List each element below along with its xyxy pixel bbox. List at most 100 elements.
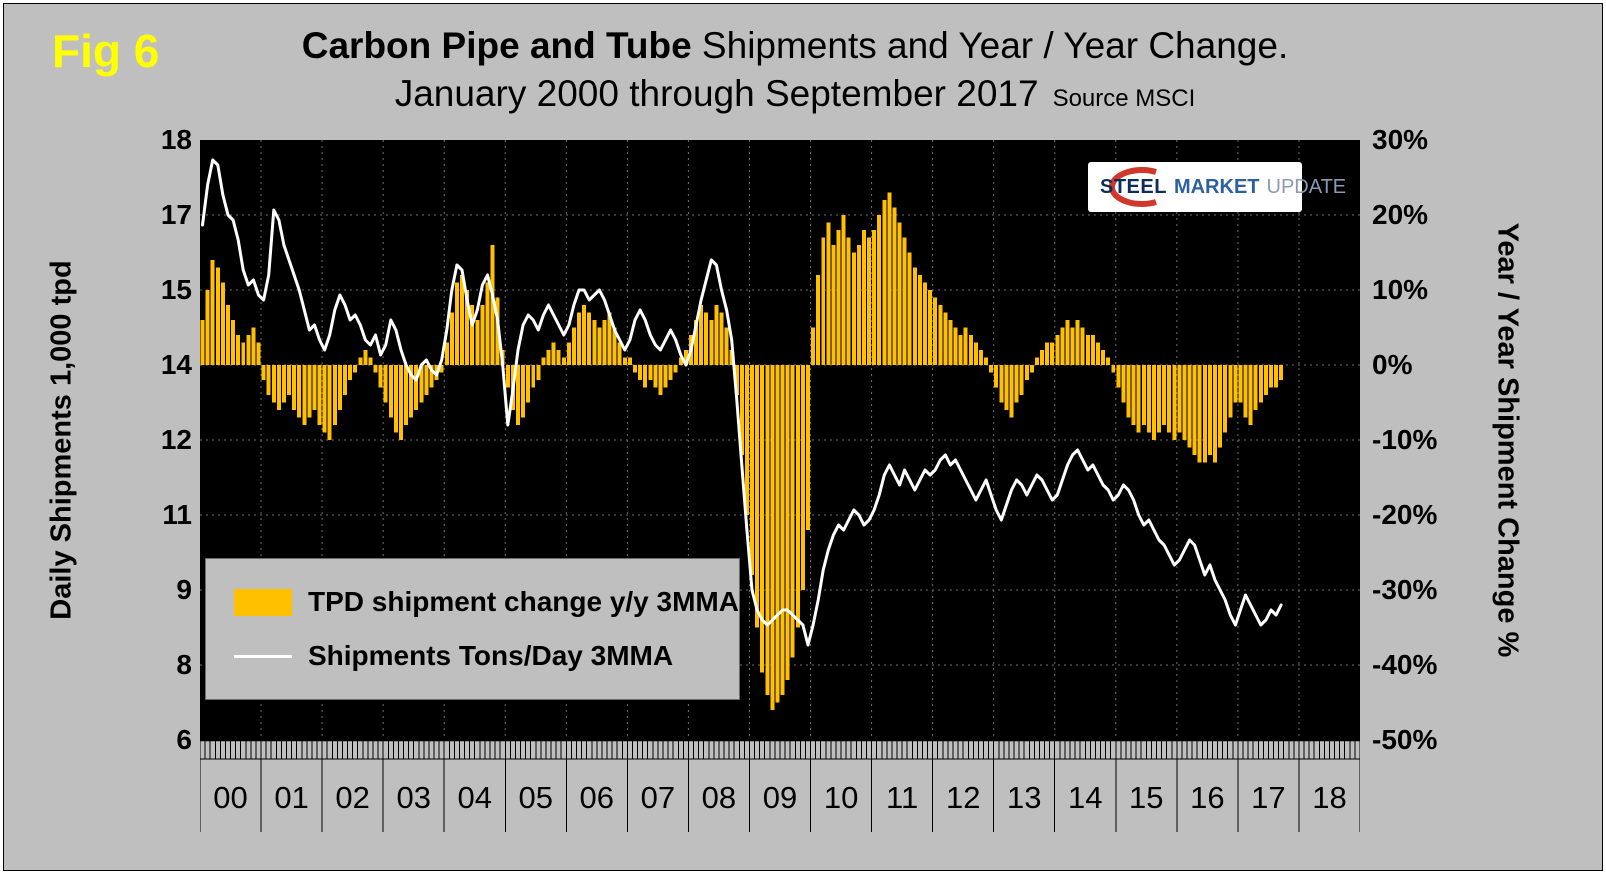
yoy-change-bar <box>622 357 627 365</box>
year-label: 13 <box>1007 780 1041 815</box>
right-tick-label: -50% <box>1372 724 1438 755</box>
year-label: 09 <box>763 780 797 815</box>
year-label: 03 <box>396 780 430 815</box>
yoy-change-bar <box>1024 365 1029 380</box>
yoy-change-bar <box>856 245 861 365</box>
yoy-change-bar <box>424 365 429 395</box>
yoy-change-bar <box>561 357 566 365</box>
yoy-change-bar <box>1162 365 1167 425</box>
source-label: Source MSCI <box>1052 85 1196 113</box>
yoy-change-bar <box>978 350 983 365</box>
yoy-change-bar <box>582 305 587 365</box>
yoy-change-bar <box>383 365 388 403</box>
yoy-change-bar <box>836 230 841 365</box>
yoy-change-bar <box>1218 365 1223 448</box>
line-series-label: Shipments Tons/Day 3MMA <box>308 640 674 671</box>
yoy-change-bar <box>760 365 765 673</box>
figure-number-label: Fig 6 <box>52 25 160 77</box>
yoy-change-bar <box>633 365 637 373</box>
yoy-change-bar <box>521 365 526 418</box>
yoy-change-bar <box>246 335 251 365</box>
yoy-change-bar <box>307 365 312 418</box>
yoy-change-bar <box>678 357 683 365</box>
left-tick-label: 15 <box>160 274 192 305</box>
yoy-change-bar <box>780 365 785 695</box>
yoy-change-bar <box>1126 365 1131 418</box>
yoy-change-bar <box>948 320 953 365</box>
year-label: 14 <box>1068 780 1102 815</box>
yoy-change-bar <box>958 335 963 365</box>
yoy-change-bar <box>439 365 444 373</box>
yoy-change-bar <box>343 365 347 395</box>
yoy-change-bar <box>546 350 551 365</box>
yoy-change-bar <box>337 365 342 410</box>
yoy-change-bar <box>694 320 699 365</box>
yoy-change-bar <box>907 252 912 365</box>
yoy-change-bar <box>322 365 327 433</box>
yoy-change-bar <box>923 282 927 365</box>
yoy-change-bar <box>1172 365 1177 440</box>
yoy-change-bar <box>1111 365 1116 373</box>
yoy-change-bar <box>887 192 892 365</box>
yoy-change-bar <box>607 312 612 365</box>
yoy-change-bar <box>714 305 719 365</box>
yoy-change-bar <box>1034 357 1039 365</box>
yoy-change-bar <box>989 365 994 373</box>
yoy-change-bar <box>917 275 922 365</box>
right-axis-tick-labels: 30% 20% 10% 0% -10% -20% -30% -40% -50% <box>1372 124 1472 755</box>
yoy-change-bar <box>587 312 592 365</box>
chart-subtitle: January 2000 through September 2017 <box>394 73 1039 115</box>
year-label: 12 <box>946 780 980 815</box>
yoy-change-bar <box>984 357 989 365</box>
yoy-change-bar <box>475 320 480 365</box>
yoy-change-bar <box>968 335 973 365</box>
left-tick-label: 11 <box>162 499 192 530</box>
yoy-change-bar <box>404 365 409 425</box>
x-axis-band: 00 01 02 03 04 05 06 07 08 09 10 11 12 13 14 15 16 17 18 <box>200 740 1360 832</box>
right-tick-label: 30% <box>1372 124 1429 155</box>
year-label: 01 <box>274 780 308 815</box>
year-label: 17 <box>1251 780 1285 815</box>
yoy-change-bar <box>1141 365 1146 425</box>
yoy-change-bar <box>444 342 449 365</box>
yoy-change-bar <box>1248 365 1253 425</box>
year-label: 00 <box>213 780 247 815</box>
yoy-change-bar <box>597 327 602 365</box>
yoy-change-bar <box>1192 365 1197 455</box>
yoy-change-bar <box>811 327 816 365</box>
yoy-change-bar <box>1233 365 1238 403</box>
yoy-change-bar <box>861 230 866 365</box>
yoy-change-bar <box>332 365 337 425</box>
yoy-change-bar <box>1085 335 1090 365</box>
yoy-change-bar <box>877 215 882 365</box>
yoy-change-bar <box>470 305 475 365</box>
yoy-change-bar <box>490 245 495 365</box>
yoy-change-bar <box>1106 357 1111 365</box>
yoy-change-bar <box>378 365 383 388</box>
yoy-change-bar <box>536 365 541 380</box>
year-label: 02 <box>335 780 369 815</box>
yoy-change-bar <box>897 222 902 365</box>
year-label: 18 <box>1312 780 1346 815</box>
line-series-swatch <box>234 654 292 658</box>
yoy-change-bar <box>368 357 373 365</box>
yoy-change-bar <box>1136 365 1141 433</box>
yoy-change-bar <box>465 290 470 365</box>
yoy-change-bar <box>739 365 744 455</box>
year-label: 08 <box>702 780 736 815</box>
year-label: 11 <box>886 780 918 815</box>
yoy-change-bar <box>1090 335 1095 365</box>
yoy-change-bar <box>1019 365 1024 395</box>
chart-title-bold: Carbon Pipe and Tube <box>301 25 692 66</box>
yoy-change-bar <box>1060 327 1065 365</box>
yoy-change-bar <box>1197 365 1202 463</box>
yoy-change-bar <box>1258 365 1263 403</box>
yoy-change-bar <box>724 327 729 365</box>
yoy-change-bar <box>805 365 810 530</box>
logo-word-steel: STEEL <box>1100 175 1167 198</box>
year-label: 16 <box>1190 780 1224 815</box>
yoy-change-bar <box>912 267 917 365</box>
yoy-change-bar <box>526 365 531 403</box>
yoy-change-bar <box>353 365 358 373</box>
